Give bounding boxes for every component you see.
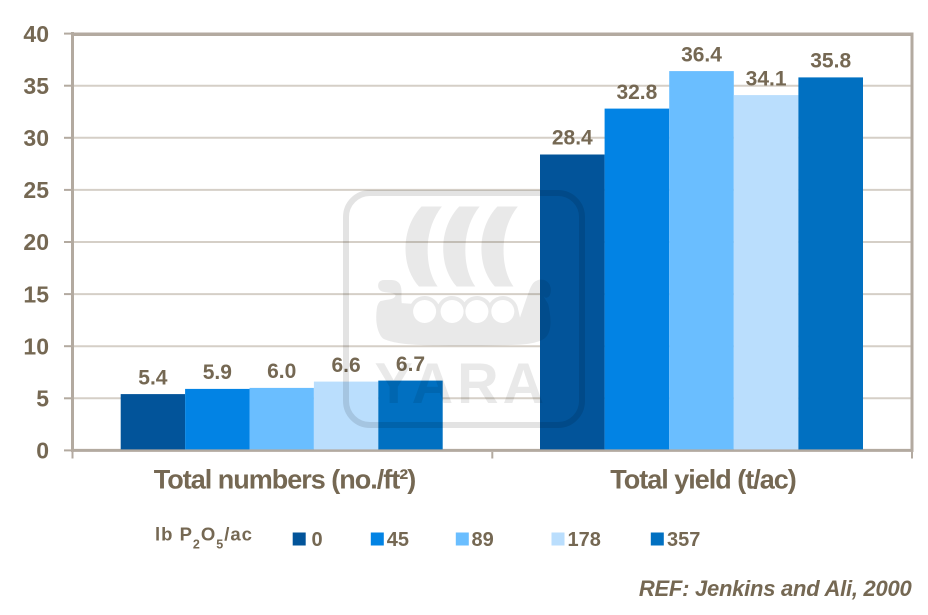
svg-text:35.8: 35.8 xyxy=(810,50,851,73)
svg-text:0: 0 xyxy=(36,438,49,464)
svg-text:32.8: 32.8 xyxy=(616,81,657,104)
svg-text:YARA: YARA xyxy=(375,352,549,416)
svg-text:28.4: 28.4 xyxy=(552,127,593,150)
svg-text:6.0: 6.0 xyxy=(267,360,296,383)
svg-text:6.6: 6.6 xyxy=(331,354,360,377)
svg-text:34.1: 34.1 xyxy=(746,67,787,90)
svg-text:0: 0 xyxy=(312,529,323,551)
svg-text:40: 40 xyxy=(23,21,49,47)
svg-text:5.9: 5.9 xyxy=(203,361,232,384)
svg-text:Total numbers (no./ft²): Total numbers (no./ft²) xyxy=(154,464,415,494)
svg-text:30: 30 xyxy=(23,125,49,151)
svg-text:15: 15 xyxy=(23,281,49,307)
svg-text:lb P2O5/ac: lb P2O5/ac xyxy=(155,524,253,552)
svg-text:6.7: 6.7 xyxy=(396,353,425,376)
svg-text:Total yield (t/ac): Total yield (t/ac) xyxy=(610,464,796,494)
svg-text:35: 35 xyxy=(23,73,49,99)
svg-text:89: 89 xyxy=(472,529,494,551)
svg-text:5.4: 5.4 xyxy=(138,366,168,389)
svg-text:178: 178 xyxy=(568,529,601,551)
svg-text:25: 25 xyxy=(23,177,49,203)
svg-text:357: 357 xyxy=(667,529,700,551)
svg-text:5: 5 xyxy=(36,386,49,412)
svg-text:REF: Jenkins and Ali, 2000: REF: Jenkins and Ali, 2000 xyxy=(639,576,913,601)
svg-text:45: 45 xyxy=(387,529,409,551)
svg-text:10: 10 xyxy=(23,333,49,359)
svg-text:36.4: 36.4 xyxy=(681,43,722,66)
svg-text:20: 20 xyxy=(23,229,49,255)
